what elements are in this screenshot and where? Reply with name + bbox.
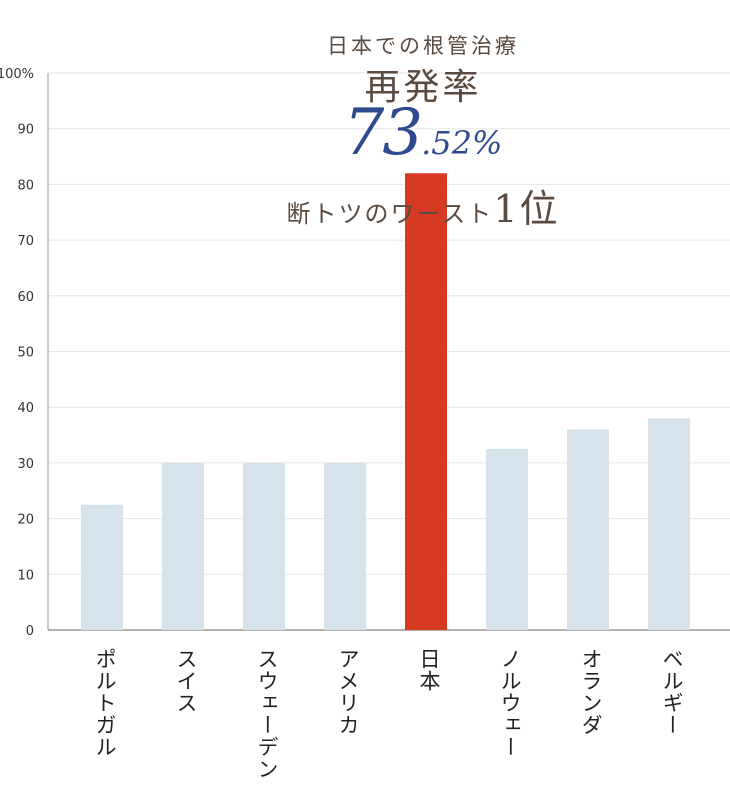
y-tick-label: 10 — [17, 568, 34, 583]
category-label: アメリカ — [336, 648, 360, 736]
category-label: ポルトガル — [93, 648, 117, 758]
bar-5 — [405, 173, 447, 630]
y-tick-label: 70 — [17, 234, 34, 249]
y-tick-label: 80 — [17, 178, 34, 193]
y-tick-label: 50 — [17, 346, 34, 361]
y-tick-label: 60 — [17, 290, 34, 305]
bar-6 — [486, 448, 528, 630]
annotation-note-text: 断トツのワースト — [286, 200, 494, 228]
y-tick-label: 40 — [17, 401, 34, 416]
category-label: ベルギー — [660, 648, 684, 736]
y-tick-label: 30 — [17, 457, 34, 472]
y-tick-label: 0 — [26, 624, 34, 639]
annotation-subtitle: 日本での根管治療 — [327, 34, 519, 58]
annotation-value-small: .52% — [421, 124, 503, 162]
bar-7 — [567, 429, 609, 630]
annotation-value: 73.52% — [0, 96, 730, 170]
category-label: スウェーデン — [255, 648, 279, 780]
category-label: 日本 — [417, 648, 441, 692]
bar-1 — [81, 504, 123, 630]
y-tick-label: 20 — [17, 513, 34, 528]
annotation-rank: 1位 — [493, 187, 560, 231]
category-label: ノルウェー — [498, 648, 522, 758]
bar-2 — [162, 462, 204, 630]
annotation-title: 再発率 — [364, 67, 482, 108]
bar-8 — [648, 418, 690, 630]
category-label: スイス — [174, 648, 198, 714]
category-label: オランダ — [579, 648, 603, 736]
annotation-note: 断トツのワースト1位 — [0, 178, 730, 233]
bar-3 — [243, 462, 285, 630]
bar-4 — [324, 462, 366, 630]
annotation-value-big: 73 — [343, 96, 423, 170]
y-tick-label: 100% — [0, 67, 34, 82]
y-tick-label: 90 — [17, 123, 34, 138]
